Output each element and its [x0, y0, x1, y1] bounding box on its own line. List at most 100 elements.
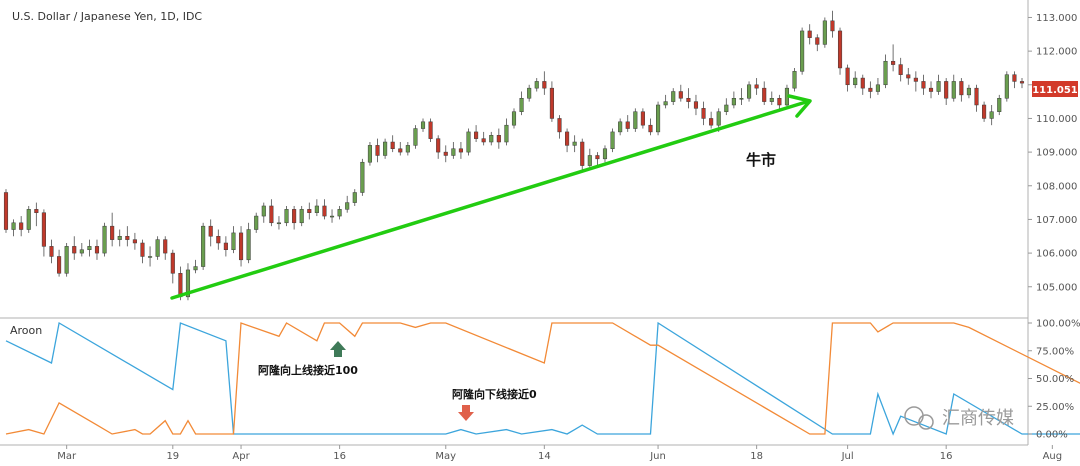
candle — [883, 54, 888, 89]
candle — [875, 78, 880, 95]
candle — [155, 236, 160, 260]
candle-body — [72, 246, 77, 254]
candle — [254, 212, 259, 233]
aroon-tick-label: 50.00% — [1036, 374, 1074, 385]
down-arrow-icon — [458, 405, 474, 421]
candle-body — [519, 98, 524, 112]
candle — [261, 202, 266, 223]
price-tick-label: 112.000 — [1036, 47, 1077, 58]
candle-body — [337, 209, 342, 217]
candle — [383, 138, 388, 159]
candle-body — [19, 222, 24, 230]
candle-body — [625, 121, 630, 129]
candle-body — [443, 151, 448, 156]
candle-body — [822, 20, 827, 45]
candle-body — [656, 104, 661, 133]
candle-body — [3, 192, 9, 230]
candle-body — [246, 229, 251, 261]
candle — [997, 94, 1002, 116]
candle-body — [913, 77, 918, 82]
aroon-down-line — [5, 322, 1080, 435]
candle — [352, 189, 357, 206]
aroon-tick-label: 0.00% — [1036, 430, 1068, 441]
candle — [246, 222, 251, 264]
price-tick-label: 109.000 — [1036, 148, 1077, 159]
candle-body — [284, 209, 289, 224]
candle-body — [261, 205, 266, 217]
candle-body — [845, 67, 850, 86]
candle-body — [276, 222, 282, 225]
candle-body — [830, 20, 835, 32]
candle — [944, 78, 949, 105]
candle — [936, 74, 941, 95]
candle — [762, 81, 767, 105]
candle-body — [254, 215, 259, 230]
candle — [140, 239, 145, 264]
time-tick-label: 19 — [166, 451, 179, 462]
candle — [345, 195, 350, 213]
candle-body — [762, 87, 767, 102]
candle-body — [185, 269, 191, 298]
candle — [906, 67, 911, 85]
time-tick-label: 16 — [940, 451, 953, 462]
candle-body — [87, 246, 92, 250]
candle — [891, 44, 896, 72]
candle-body — [959, 81, 964, 96]
candle — [966, 84, 971, 99]
candle-body — [314, 205, 319, 213]
candle-body — [511, 111, 517, 126]
candle — [201, 222, 206, 270]
candle-body — [1004, 74, 1009, 99]
candle — [117, 229, 122, 247]
candle-body — [352, 192, 357, 203]
candle — [951, 74, 956, 102]
candle-body — [800, 30, 805, 72]
candle-body — [383, 141, 388, 156]
time-tick-label: 18 — [750, 451, 763, 462]
candle — [360, 158, 365, 196]
aroon-tick-label: 100.00% — [1036, 319, 1080, 330]
candle — [769, 91, 774, 105]
candle — [238, 226, 244, 267]
candle — [527, 84, 532, 102]
candle — [193, 259, 198, 274]
candle-body — [11, 222, 16, 230]
candle — [132, 232, 137, 250]
candle — [640, 108, 645, 129]
candle — [3, 189, 9, 233]
candle — [307, 202, 312, 220]
candle — [87, 239, 92, 257]
candle-body — [375, 145, 380, 156]
candle — [686, 88, 691, 109]
candle-body — [367, 145, 372, 163]
wechat-icon-bubble — [918, 414, 934, 430]
candle — [989, 104, 994, 126]
candle — [223, 236, 228, 257]
candle-body — [216, 236, 221, 244]
candle — [64, 242, 69, 277]
candle — [405, 142, 410, 156]
candle — [580, 138, 585, 173]
candle — [102, 222, 107, 257]
candle-body — [405, 145, 410, 153]
candle — [928, 81, 934, 99]
candle — [807, 24, 812, 45]
aroon-down-annotation: 阿隆向下线接近0 — [452, 387, 537, 401]
last-price-tag — [1032, 81, 1078, 97]
candle — [959, 78, 964, 102]
candle — [329, 209, 335, 223]
candle — [208, 219, 213, 247]
candle — [276, 216, 282, 230]
trend-line — [170, 100, 808, 300]
candle — [565, 128, 570, 153]
bull-market-label: 牛市 — [746, 151, 776, 169]
candle — [853, 71, 858, 89]
candle — [79, 242, 84, 257]
candle — [815, 34, 820, 52]
candle — [678, 84, 683, 102]
candle-body — [360, 161, 365, 193]
candle — [57, 249, 62, 277]
candle-body — [640, 111, 645, 126]
candle-body — [565, 131, 570, 146]
